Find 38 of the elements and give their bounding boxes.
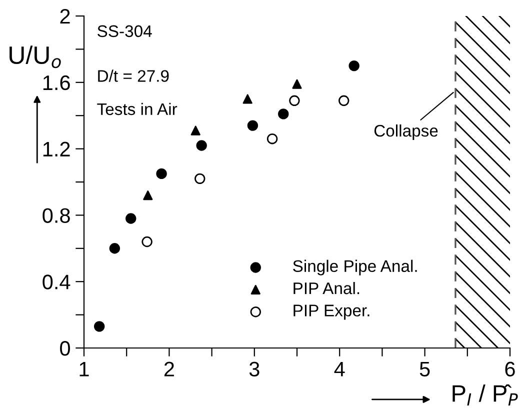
point — [142, 236, 152, 248]
annotation: D/t = 27.9 — [98, 70, 169, 82]
point — [94, 321, 105, 332]
x-tick-label: 3 — [249, 362, 260, 376]
x-tick-label: 1 — [80, 362, 89, 376]
point — [292, 79, 302, 89]
y-tick-label: 0.4 — [42, 274, 70, 290]
point — [126, 213, 136, 224]
point — [190, 126, 200, 136]
y-tick-label: 2 — [60, 9, 70, 24]
annotation: Tests in Air — [97, 102, 178, 116]
y-axis-title: U/U$_{o}$ — [10, 46, 61, 68]
y-tick-label: 0 — [60, 341, 70, 356]
y-tick-label: 0.8 — [42, 208, 70, 223]
legend-label: Single Pipe Anal. — [293, 260, 417, 276]
ref-line-label: Collapse — [374, 124, 438, 140]
point — [289, 95, 300, 106]
point — [348, 60, 360, 72]
y-tick-label: 1.6 — [43, 75, 70, 90]
point — [156, 168, 167, 180]
x-tick-label: 5 — [420, 362, 430, 376]
x-tick-label: 6 — [505, 362, 515, 376]
point — [194, 173, 206, 184]
point — [242, 94, 252, 104]
x-tick-label: 2 — [164, 362, 174, 376]
point — [266, 133, 278, 144]
point — [338, 95, 350, 106]
x-axis-title: P$_{I}$ / P̂$_{P}$ — [452, 384, 518, 406]
legend-label: PIP Exper. — [294, 304, 370, 320]
point — [278, 108, 289, 120]
point — [109, 243, 120, 254]
point — [143, 190, 153, 200]
legend-label: PIP Anal. — [294, 282, 360, 294]
point — [196, 140, 207, 151]
annotation: SS-304 — [98, 25, 152, 38]
point — [247, 120, 258, 131]
x-tick-label: 4 — [334, 362, 345, 376]
y-tick-label: 1.2 — [43, 142, 70, 156]
